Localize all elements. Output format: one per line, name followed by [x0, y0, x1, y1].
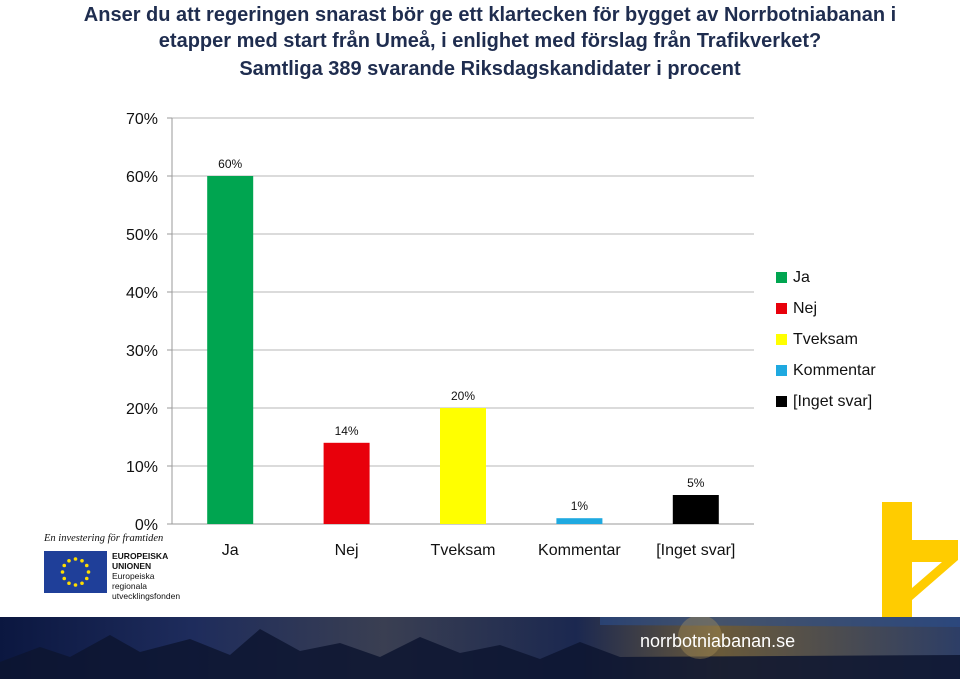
data-label: 14%	[335, 424, 359, 438]
eu-star-icon	[62, 576, 67, 581]
eu-star-icon	[67, 581, 71, 586]
data-label: 5%	[687, 476, 705, 490]
legend-label-ja: Ja	[793, 268, 810, 286]
legend-label-tveksam: Tveksam	[793, 330, 858, 348]
y-tick-label: 10%	[126, 459, 158, 476]
eu-text-line-2: UNIONEN	[112, 561, 152, 571]
y-tick-label: 50%	[126, 227, 158, 244]
eu-slogan: En investering för framtiden	[44, 533, 164, 544]
bar-tveksam	[440, 408, 486, 524]
eu-text-line-1: EUROPEISKA	[112, 551, 169, 561]
eu-text-line-5: utvecklingsfonden	[112, 591, 181, 601]
y-tick-label: 20%	[126, 401, 158, 418]
x-tick-label: Tveksam	[431, 542, 496, 559]
eu-star-icon	[73, 557, 78, 561]
data-label: 60%	[218, 157, 242, 171]
norrbotniabanan-logo-shape	[882, 502, 958, 618]
footer-landscape-image	[0, 617, 960, 679]
legend-label-inget-svar: [Inget svar]	[793, 392, 873, 410]
eu-star-icon	[84, 563, 89, 568]
eu-text-line-4: regionala	[112, 581, 147, 591]
legend-swatch-ja	[776, 272, 787, 283]
eu-text: EUROPEISKA UNIONEN Europeiska regionala …	[112, 551, 180, 601]
eu-flag-icon	[44, 551, 107, 593]
eu-star-icon	[80, 558, 84, 563]
legend-label-kommentar: Kommentar	[793, 361, 876, 379]
legend-swatch-tveksam	[776, 334, 787, 345]
x-tick-label: [Inget svar]	[656, 542, 735, 559]
legend-swatch-nej	[776, 303, 787, 314]
eu-star-icon	[62, 563, 67, 568]
bar-ingetsvar	[672, 495, 719, 524]
eu-text-line-3: Europeiska	[112, 571, 155, 581]
legend: Ja Nej Tveksam Kommentar [Inget svar]	[776, 262, 876, 417]
legend-item-tveksam: Tveksam	[776, 324, 876, 355]
chart-title-line-1: Anser du att regeringen snarast bör ge e…	[83, 4, 897, 26]
eu-funding-logo: En investering för framtiden EUROPEISKA …	[44, 533, 204, 601]
legend-item-inget-svar: [Inget svar]	[776, 386, 876, 417]
data-label: 1%	[571, 499, 589, 513]
eu-star-icon	[86, 570, 91, 574]
legend-item-nej: Nej	[776, 293, 876, 324]
bar-kommentar	[556, 518, 603, 524]
site-name: norrbotniabanan.se	[640, 631, 796, 651]
eu-star-icon	[67, 558, 71, 563]
bar-chart: 0% 10% 20% 30% 40% 50% 60% 70% 60% Ja 14% Nej 20% Tve…	[126, 111, 754, 559]
legend-swatch-kommentar	[776, 365, 787, 376]
y-tick-label: 40%	[126, 285, 158, 302]
title-block: Anser du att regeringen snarast bör ge e…	[0, 2, 960, 84]
x-tick-label: Kommentar	[538, 542, 621, 559]
eu-star-icon	[84, 576, 89, 581]
legend-item-ja: Ja	[776, 262, 876, 293]
data-label: 20%	[451, 389, 475, 403]
footer-banner	[0, 617, 960, 679]
y-tick-label: 0%	[135, 517, 158, 534]
y-tick-label: 60%	[126, 169, 158, 186]
y-tick-label: 70%	[126, 111, 158, 128]
legend-label-nej: Nej	[793, 299, 818, 317]
bar-nej	[323, 442, 370, 524]
eu-star-icon	[73, 583, 78, 587]
chart-subtitle: Samtliga 389 svarande Riksdagskandidater…	[239, 58, 741, 80]
legend-swatch-inget-svar	[776, 396, 787, 407]
x-tick-label: Nej	[335, 542, 359, 559]
eu-star-icon	[80, 581, 84, 586]
chart-title-line-2: etapper med start från Umeå, i enlighet …	[158, 30, 822, 52]
y-tick-label: 30%	[126, 343, 158, 360]
eu-stars-icon	[60, 557, 91, 587]
x-tick-label: Ja	[222, 542, 239, 559]
legend-item-kommentar: Kommentar	[776, 355, 876, 386]
bar-ja	[207, 176, 254, 524]
eu-star-icon	[60, 570, 65, 574]
